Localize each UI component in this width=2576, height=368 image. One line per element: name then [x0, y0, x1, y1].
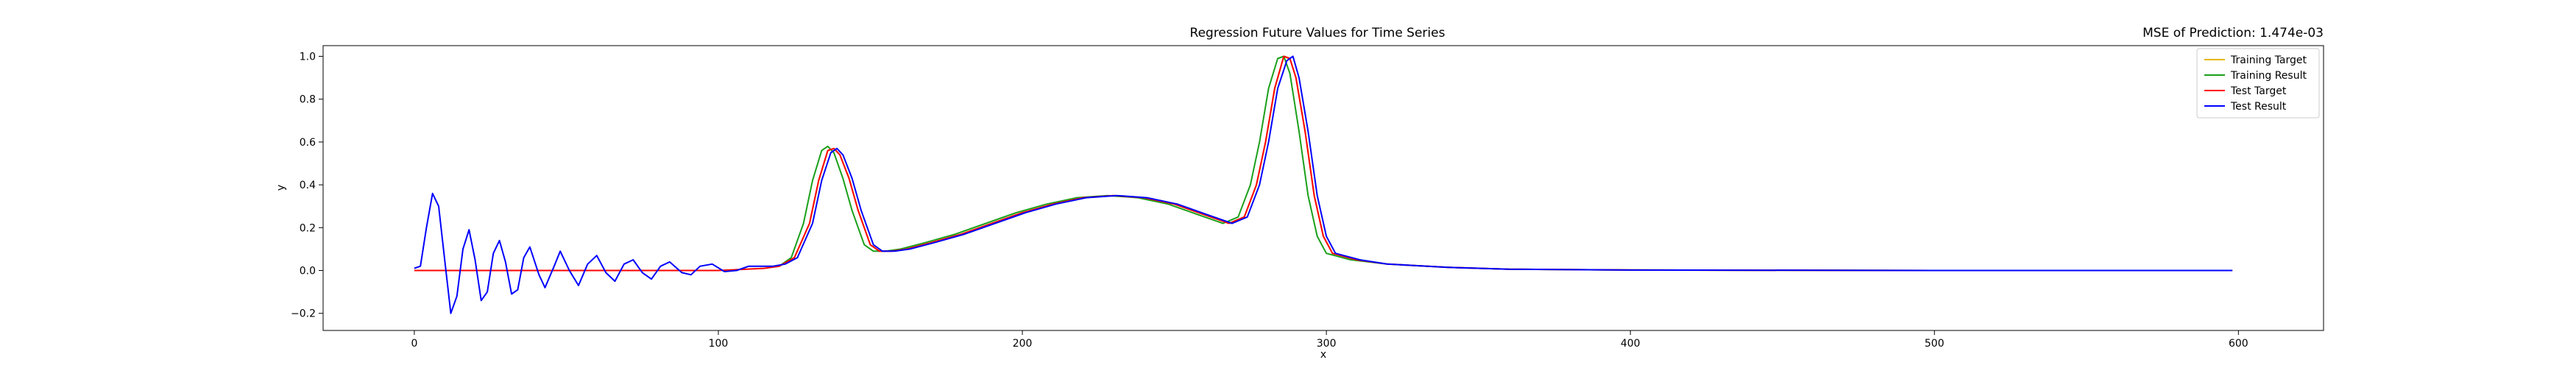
- axes: 0 100 200 300 400 500 600 −0.2 0.0 0.2 0.4 0.6 0.8 1.…: [291, 52, 2248, 350]
- x-axis-label: x: [1320, 349, 1326, 361]
- series-line-test-result: [414, 55, 2233, 314]
- legend-label: Test Result: [2230, 101, 2287, 113]
- legend-box: [2196, 48, 2320, 118]
- chart-subtitle: MSE of Prediction: 1.474e-03: [2142, 26, 2324, 40]
- y-tick-label: 1.0: [300, 52, 316, 63]
- x-tick-label: 100: [709, 338, 729, 350]
- x-tick-label: 200: [1013, 338, 1033, 350]
- legend-label: Training Result: [2230, 70, 2307, 82]
- y-axis-label: y: [275, 185, 287, 191]
- legend: Training Target Training Result Test Targe…: [2196, 48, 2320, 118]
- y-tick-label: 0.6: [300, 137, 316, 149]
- y-tick-label: 0.0: [300, 266, 316, 277]
- chart-title: Regression Future Values for Time Series: [1190, 26, 1446, 40]
- series-line-test-target: [414, 55, 2233, 272]
- y-tick-label: 0.8: [300, 94, 316, 106]
- legend-label: Training Target: [2230, 54, 2307, 66]
- x-tick-label: 300: [1317, 338, 1337, 350]
- x-tick-label: 500: [1925, 338, 1945, 350]
- x-tick-label: 600: [2229, 338, 2248, 350]
- y-tick-label: 0.2: [300, 222, 316, 234]
- y-tick-label: −0.2: [291, 308, 316, 320]
- y-tick-label: 0.4: [300, 180, 316, 191]
- plot-frame: [322, 45, 2324, 331]
- x-tick-label: 400: [1621, 338, 1641, 350]
- series-line-training-result: [779, 55, 2233, 272]
- x-tick-label: 0: [411, 338, 417, 350]
- legend-label: Test Target: [2230, 85, 2287, 97]
- series-lines: [414, 55, 2233, 314]
- series-line-training-target: [779, 55, 2233, 272]
